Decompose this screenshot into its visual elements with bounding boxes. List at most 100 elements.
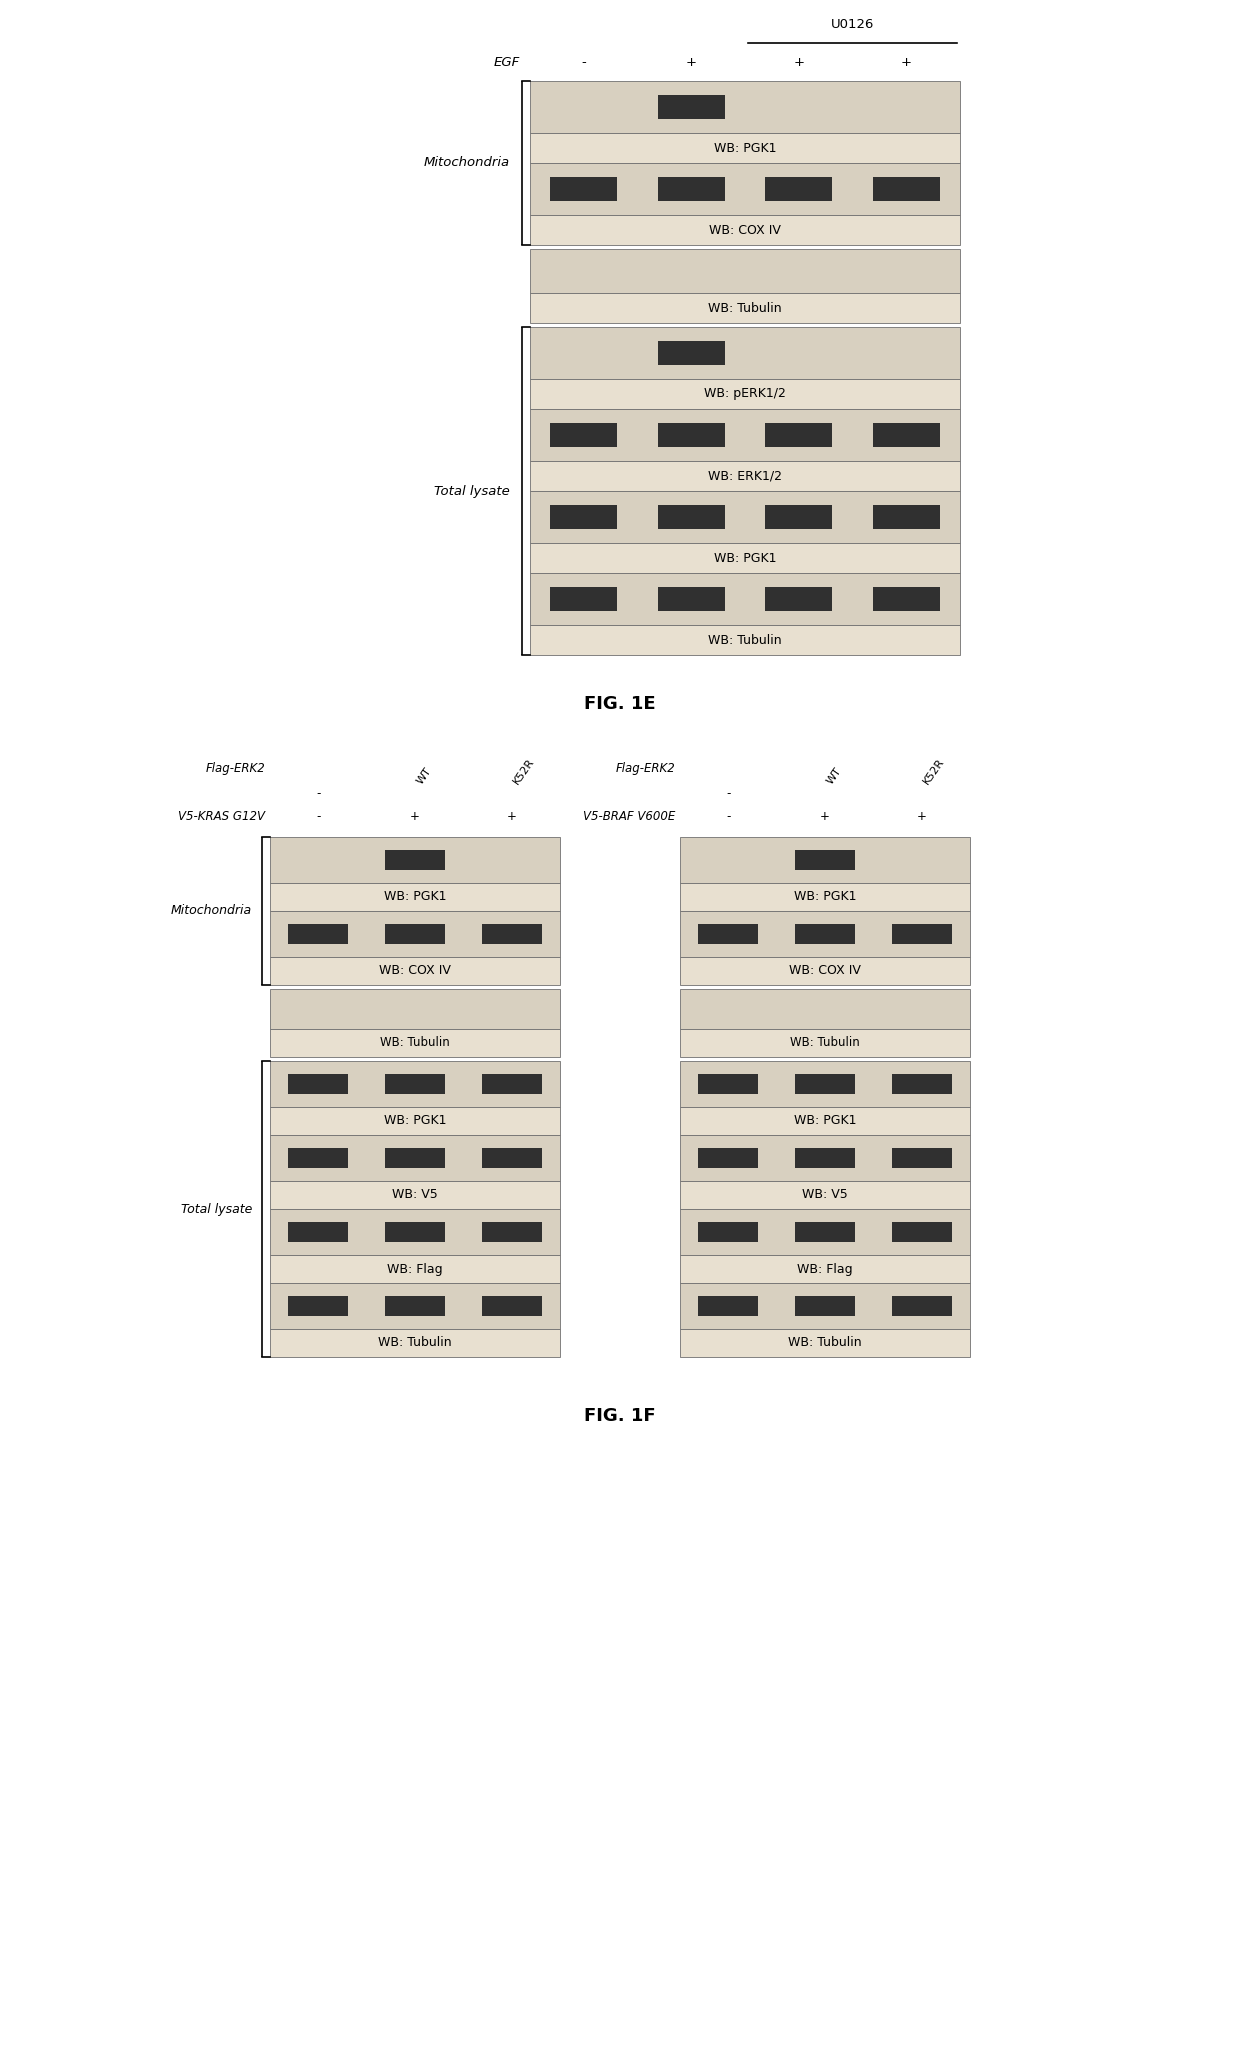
Text: Total lysate: Total lysate: [181, 1202, 252, 1216]
Text: Flag-ERK2: Flag-ERK2: [615, 761, 675, 776]
Bar: [529, 378, 960, 409]
Text: Mitochondria: Mitochondria: [424, 157, 510, 170]
Bar: [386, 1148, 445, 1168]
Text: +: +: [507, 811, 517, 823]
Bar: [698, 1148, 759, 1168]
Bar: [795, 1073, 854, 1094]
Bar: [795, 1297, 854, 1317]
Bar: [386, 1073, 445, 1094]
Bar: [680, 912, 970, 957]
Bar: [873, 424, 940, 447]
Text: WT: WT: [825, 765, 843, 786]
Bar: [680, 883, 970, 912]
Text: +: +: [900, 56, 911, 70]
Bar: [873, 587, 940, 610]
Bar: [698, 924, 759, 945]
Bar: [386, 850, 445, 871]
Bar: [680, 1330, 970, 1357]
Text: WB: Flag: WB: Flag: [797, 1261, 853, 1276]
Bar: [270, 1106, 560, 1135]
Text: +: +: [794, 56, 805, 70]
Text: -: -: [582, 56, 587, 70]
Text: -: -: [316, 811, 320, 823]
Bar: [658, 505, 724, 529]
Bar: [529, 294, 960, 323]
Text: Flag-ERK2: Flag-ERK2: [206, 761, 265, 776]
Bar: [892, 1073, 951, 1094]
Bar: [270, 838, 560, 883]
Bar: [529, 409, 960, 461]
Bar: [795, 1148, 854, 1168]
Bar: [529, 490, 960, 544]
Bar: [551, 424, 618, 447]
Bar: [481, 1297, 542, 1317]
Text: WB: Flag: WB: Flag: [387, 1261, 443, 1276]
Bar: [680, 1255, 970, 1282]
Bar: [658, 587, 724, 610]
Bar: [529, 461, 960, 490]
Text: WB: Tubulin: WB: Tubulin: [708, 302, 781, 314]
Bar: [289, 1073, 348, 1094]
Bar: [529, 573, 960, 625]
Text: WB: PGK1: WB: PGK1: [383, 1115, 446, 1127]
Bar: [765, 178, 832, 201]
Text: WB: COX IV: WB: COX IV: [789, 964, 861, 978]
Text: WB: V5: WB: V5: [392, 1189, 438, 1202]
Bar: [551, 178, 618, 201]
Text: U0126: U0126: [831, 19, 874, 31]
Text: Total lysate: Total lysate: [434, 484, 510, 498]
Bar: [680, 1210, 970, 1255]
Bar: [680, 1106, 970, 1135]
Text: V5-KRAS G12V: V5-KRAS G12V: [179, 811, 265, 823]
Text: WB: pERK1/2: WB: pERK1/2: [704, 387, 786, 401]
Bar: [765, 424, 832, 447]
Bar: [289, 1148, 348, 1168]
Text: WB: PGK1: WB: PGK1: [794, 1115, 857, 1127]
Bar: [270, 1210, 560, 1255]
Bar: [765, 587, 832, 610]
Text: -: -: [727, 788, 730, 800]
Text: +: +: [410, 811, 420, 823]
Text: -: -: [316, 788, 320, 800]
Bar: [529, 327, 960, 378]
Bar: [289, 924, 348, 945]
Bar: [873, 505, 940, 529]
Bar: [795, 924, 854, 945]
Bar: [765, 505, 832, 529]
Bar: [270, 912, 560, 957]
Bar: [873, 178, 940, 201]
Bar: [270, 883, 560, 912]
Bar: [529, 132, 960, 163]
Text: K52R: K52R: [512, 757, 537, 786]
Text: K52R: K52R: [921, 757, 946, 786]
Bar: [680, 989, 970, 1030]
Bar: [892, 1297, 951, 1317]
Bar: [680, 1030, 970, 1057]
Text: WB: PGK1: WB: PGK1: [714, 552, 776, 565]
Bar: [481, 1148, 542, 1168]
Bar: [680, 1181, 970, 1210]
Text: WT: WT: [415, 765, 433, 786]
Bar: [270, 957, 560, 984]
Bar: [551, 505, 618, 529]
Bar: [529, 81, 960, 132]
Bar: [680, 838, 970, 883]
Bar: [658, 178, 724, 201]
Text: Mitochondria: Mitochondria: [171, 904, 252, 918]
Bar: [680, 1282, 970, 1330]
Text: -: -: [727, 811, 730, 823]
Text: WB: ERK1/2: WB: ERK1/2: [708, 469, 782, 482]
Bar: [270, 1181, 560, 1210]
Bar: [289, 1222, 348, 1243]
Text: WB: V5: WB: V5: [802, 1189, 848, 1202]
Text: WB: PGK1: WB: PGK1: [383, 891, 446, 904]
Text: WB: Tubulin: WB: Tubulin: [790, 1036, 859, 1048]
Text: FIG. 1F: FIG. 1F: [584, 1406, 656, 1425]
Text: +: +: [686, 56, 697, 70]
Bar: [892, 924, 951, 945]
Bar: [270, 1135, 560, 1181]
Bar: [658, 341, 724, 364]
Bar: [795, 1222, 854, 1243]
Text: +: +: [820, 811, 830, 823]
Text: WB: Tubulin: WB: Tubulin: [708, 633, 781, 647]
